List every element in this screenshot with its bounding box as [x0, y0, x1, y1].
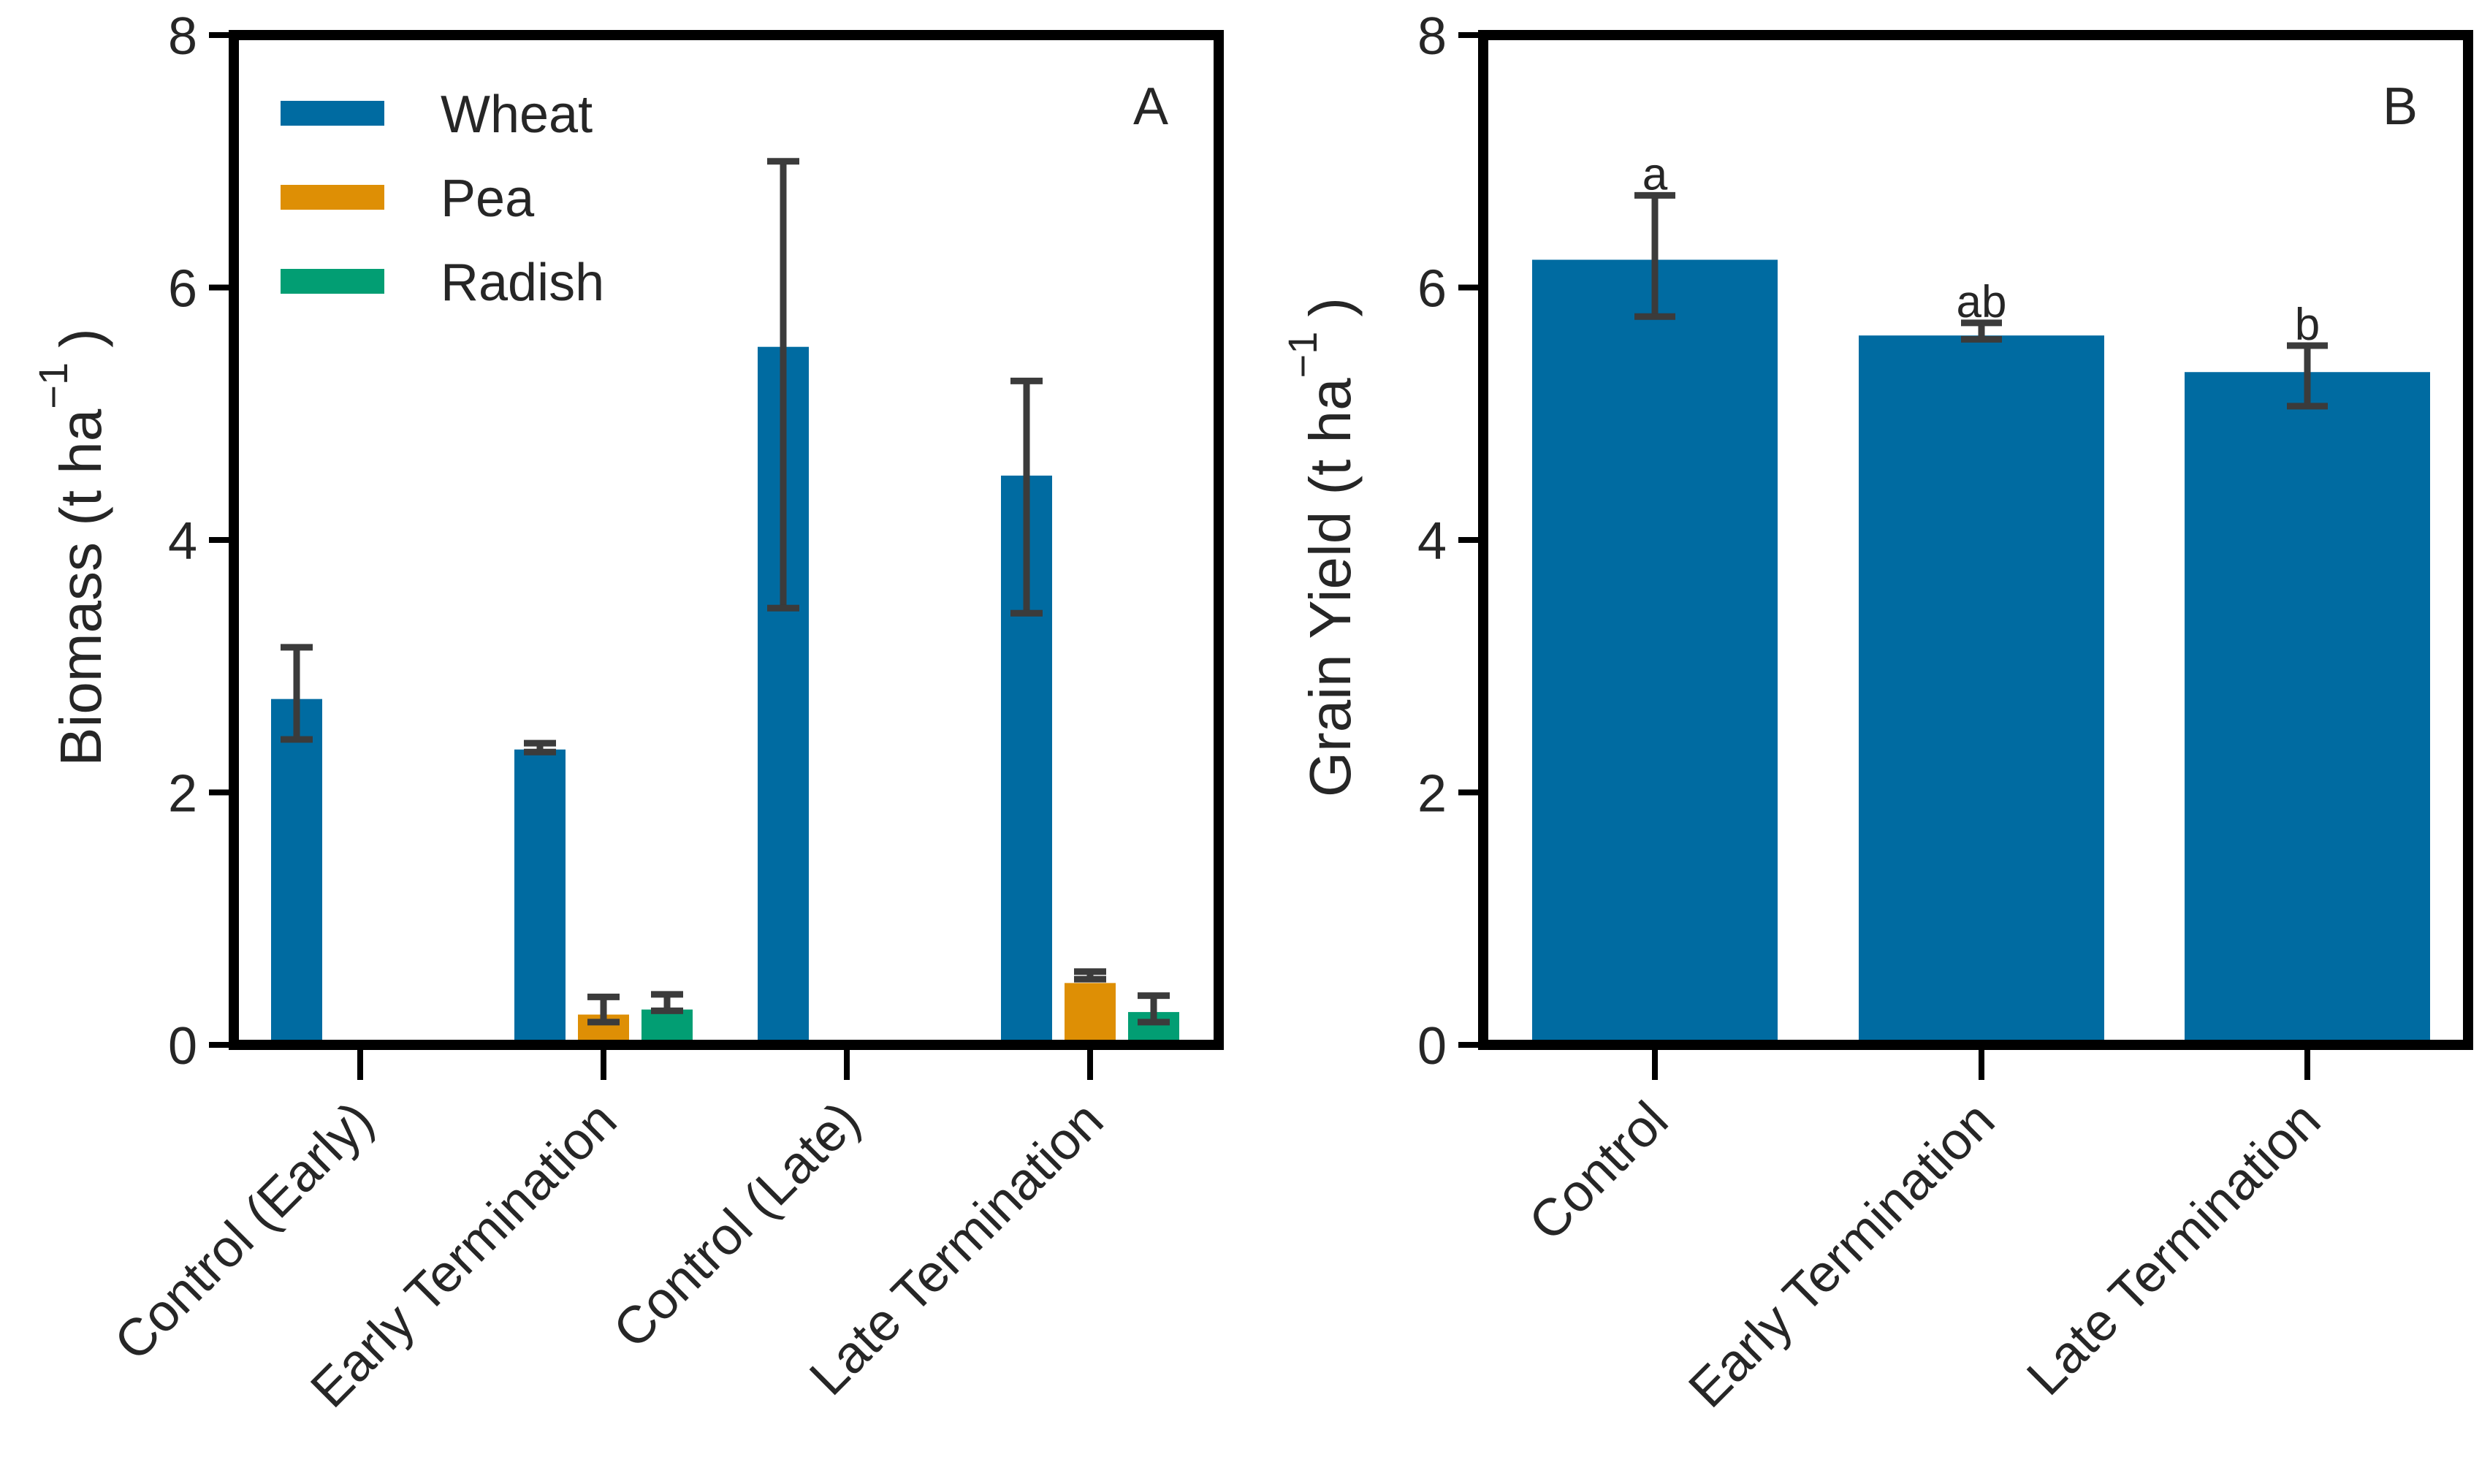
bar-control: [1532, 259, 1778, 1045]
panel-b-error-bars: [1634, 191, 2328, 410]
legend-label-wheat: Wheat: [441, 85, 593, 144]
panel-b-y-tick-label-2: 2: [1417, 765, 1447, 823]
panel-b-y-tick-label-4: 4: [1417, 512, 1447, 571]
significance-letter-late-termination: b: [2295, 300, 2320, 350]
panel-a-y-tick-label-8: 8: [168, 7, 197, 66]
panel-b-y-axis-title-main: Grain Yield (t ha: [1298, 378, 1363, 797]
bar-wheat-control-early: [271, 699, 322, 1045]
panel-b-y-axis-title: Grain Yield (t ha−1): [1279, 297, 1363, 797]
panel-a-y-axis-title-close: ): [48, 328, 113, 348]
panel-a-y-tick-label-4: 4: [168, 512, 197, 571]
panel-b-significance-letters: a ab b: [1642, 149, 2320, 350]
legend-swatch-wheat: [281, 101, 384, 126]
bar-radish-early-termination: [641, 1009, 693, 1045]
panel-b-y-axis-title-superscript: −1: [1279, 332, 1325, 378]
panel-a-legend: Wheat Pea Radish: [281, 85, 604, 312]
panel-b-x-tick-label-late-termination: Late Termination: [2016, 1091, 2331, 1407]
bar-early-termination: [1859, 335, 2104, 1045]
legend-label-radish: Radish: [441, 254, 604, 312]
panel-b-y-axis-title-close: ): [1298, 297, 1363, 317]
panel-b-letter: B: [2383, 77, 2418, 136]
panel-b-y-tick-label-0: 0: [1417, 1017, 1447, 1076]
panel-a-y-axis-title-superscript: −1: [30, 362, 76, 409]
panel-a-x-axis: Control (Early)Early TerminationControl …: [104, 1045, 1114, 1419]
panel-a-error-bars: [281, 158, 1170, 1026]
panel-a-x-tick-label-control-late: Control (Late): [602, 1091, 871, 1360]
legend-swatch-pea: [281, 185, 384, 210]
legend-swatch-radish: [281, 269, 384, 294]
panel-b-x-tick-label-early-termination: Early Termination: [1678, 1091, 2006, 1419]
panel-a-y-tick-label-0: 0: [168, 1017, 197, 1076]
bar-wheat-early-termination: [514, 749, 566, 1045]
panel-b-y-axis: 0 2 4 6 8: [1417, 7, 1483, 1076]
significance-letter-control: a: [1642, 149, 1668, 199]
significance-letter-early-termination: ab: [1957, 277, 2007, 327]
bar-pea-late-termination: [1065, 983, 1116, 1045]
panel-a-y-axis: 0 2 4 6 8: [168, 7, 234, 1076]
panel-a-y-tick-label-2: 2: [168, 765, 197, 823]
panel-a-bars: [271, 346, 1179, 1045]
panel-a-y-tick-label-6: 6: [168, 260, 197, 319]
panel-a-x-tick-label-control-early: Control (Early): [104, 1091, 385, 1372]
panel-a-y-axis-title-main: Biomass (t ha: [48, 408, 113, 766]
panel-a-y-axis-title: Biomass (t ha−1): [30, 328, 113, 766]
bar-late-termination: [2185, 372, 2430, 1045]
panel-a-biomass-chart: Wheat Pea Radish 0 2 4 6 8 Control (Early)Earl…: [30, 7, 1224, 1419]
panel-b-x-tick-label-control: Control: [1518, 1091, 1680, 1252]
legend-label-pea: Pea: [441, 170, 535, 228]
panel-b-y-tick-label-6: 6: [1417, 260, 1447, 319]
panel-a-letter: A: [1133, 77, 1168, 136]
panel-b-y-tick-label-8: 8: [1417, 7, 1447, 66]
panel-b-bars: [1532, 259, 2430, 1045]
